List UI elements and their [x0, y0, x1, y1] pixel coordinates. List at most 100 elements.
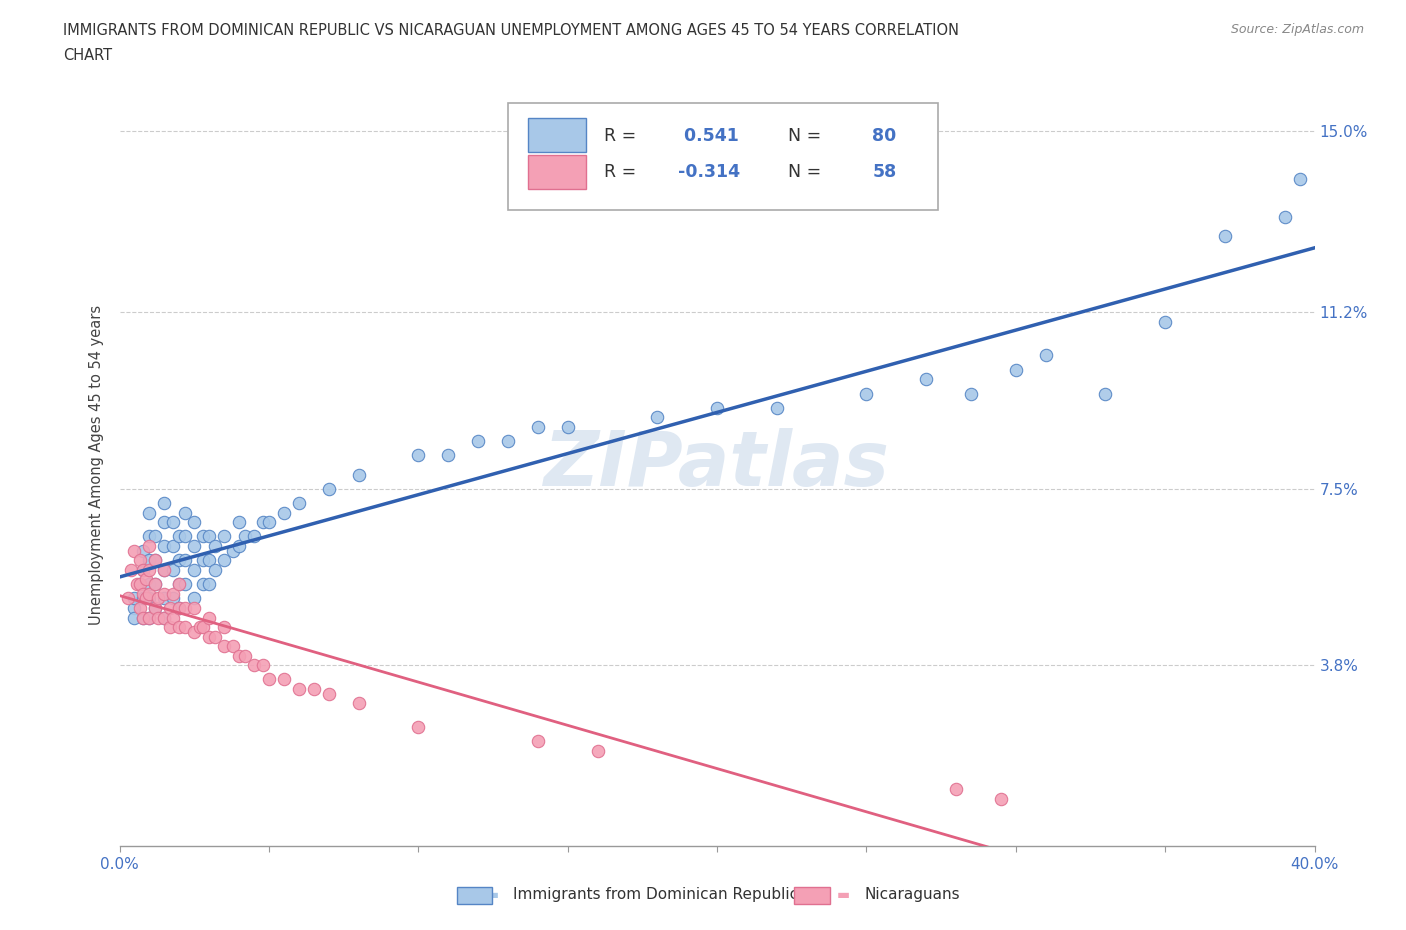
Point: [273, 672, 295, 687]
Point: [960, 386, 983, 401]
Point: [169, 619, 191, 634]
Point: [174, 577, 197, 591]
Point: [162, 591, 184, 606]
Text: IMMIGRANTS FROM DOMINICAN REPUBLIC VS NICARAGUAN UNEMPLOYMENT AMONG AGES 45 TO 5: IMMIGRANTS FROM DOMINICAN REPUBLIC VS NI…: [63, 23, 959, 38]
Point: [169, 577, 191, 591]
Point: [132, 610, 155, 625]
Text: Nicaraguans: Nicaraguans: [865, 887, 960, 902]
Point: [198, 553, 221, 568]
Point: [129, 577, 152, 591]
Point: [124, 543, 146, 558]
Point: [153, 610, 176, 625]
Point: [228, 538, 250, 553]
Point: [252, 515, 274, 530]
Point: [117, 591, 139, 606]
Point: [132, 591, 155, 606]
Point: [174, 529, 197, 544]
Point: [162, 538, 184, 553]
Point: [145, 553, 166, 568]
Point: [191, 553, 215, 568]
Point: [222, 543, 245, 558]
Point: [121, 563, 143, 578]
Point: [138, 553, 160, 568]
Point: [527, 419, 550, 434]
Point: [191, 619, 215, 634]
Point: [212, 529, 235, 544]
Point: [222, 639, 245, 654]
Point: [188, 619, 211, 634]
Point: [138, 529, 160, 544]
Point: [212, 619, 235, 634]
Point: [212, 639, 235, 654]
Point: [169, 577, 191, 591]
Point: [204, 538, 226, 553]
Point: [1288, 172, 1310, 187]
Point: [145, 553, 166, 568]
Point: [990, 791, 1012, 806]
Point: [198, 610, 221, 625]
Point: [153, 496, 176, 511]
Point: [191, 577, 215, 591]
Point: [1004, 363, 1026, 378]
Point: [183, 563, 205, 578]
Point: [138, 610, 160, 625]
Point: [1213, 229, 1236, 244]
Text: ▬: ▬: [837, 887, 851, 902]
Point: [169, 601, 191, 616]
Point: [138, 538, 160, 553]
Text: 58: 58: [872, 163, 897, 181]
Point: [153, 563, 176, 578]
Point: [132, 563, 155, 578]
Point: [243, 658, 266, 672]
FancyBboxPatch shape: [529, 154, 586, 189]
Point: [183, 591, 205, 606]
Point: [243, 529, 266, 544]
Point: [287, 496, 309, 511]
Point: [145, 577, 166, 591]
Point: [124, 591, 146, 606]
Point: [198, 577, 221, 591]
Point: [408, 720, 430, 735]
Text: 80: 80: [872, 126, 897, 144]
Y-axis label: Unemployment Among Ages 45 to 54 years: Unemployment Among Ages 45 to 54 years: [89, 305, 104, 625]
Point: [204, 630, 226, 644]
Point: [1094, 386, 1116, 401]
Point: [174, 553, 197, 568]
Point: [645, 410, 669, 425]
Point: [557, 419, 579, 434]
Point: [127, 577, 149, 591]
Point: [135, 572, 157, 587]
Point: [148, 610, 170, 625]
Point: [138, 563, 160, 578]
Point: [138, 586, 160, 601]
Point: [183, 538, 205, 553]
Text: R =: R =: [603, 163, 641, 181]
Point: [169, 601, 191, 616]
Point: [174, 601, 197, 616]
Point: [159, 601, 181, 616]
Point: [148, 591, 170, 606]
Point: [347, 696, 370, 711]
Point: [174, 619, 197, 634]
Point: [287, 682, 309, 697]
Point: [135, 591, 157, 606]
Point: [183, 624, 205, 639]
Point: [145, 601, 166, 616]
Point: [124, 610, 146, 625]
FancyBboxPatch shape: [508, 103, 938, 209]
Point: [159, 619, 181, 634]
Point: [915, 372, 938, 387]
Point: [138, 505, 160, 520]
Text: ZIPatlas: ZIPatlas: [544, 428, 890, 502]
Point: [467, 433, 489, 448]
Text: N =: N =: [776, 163, 827, 181]
Point: [212, 553, 235, 568]
Point: [153, 586, 176, 601]
FancyBboxPatch shape: [529, 118, 586, 153]
Point: [162, 586, 184, 601]
Text: 0.541: 0.541: [678, 126, 738, 144]
Point: [198, 630, 221, 644]
Point: [586, 744, 609, 759]
Point: [204, 563, 226, 578]
Point: [132, 586, 155, 601]
